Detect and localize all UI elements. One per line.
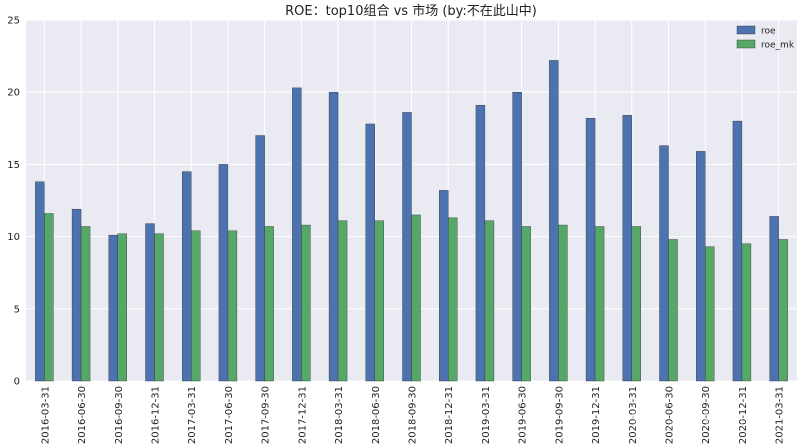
- bar-roe_mk-2016-12-31: [154, 233, 164, 382]
- x-tick-label: 2017-12-31: [297, 386, 308, 444]
- watermark-text: 雪球：不在此山中: [631, 410, 775, 431]
- bar-roe_mk-2018-09-30: [411, 214, 421, 382]
- chart-title: ROE：top10组合 vs 市场 (by:不在此山中): [285, 3, 537, 19]
- bar-roe-2017-03-31: [182, 171, 192, 382]
- x-tick-label: 2020-03-31: [628, 386, 639, 444]
- bar-roe-2016-03-31: [35, 181, 45, 382]
- bar-roe-2019-03-31: [475, 104, 486, 382]
- bar-roe-2020-06-30: [659, 145, 669, 382]
- x-tick-label: 2018-06-30: [371, 386, 382, 444]
- x-tick-label: 2017-09-30: [261, 386, 272, 444]
- bar-roe-2018-12-31: [439, 190, 449, 382]
- x-tick-label: 2017-03-31: [187, 386, 198, 444]
- x-tick-label: 2019-03-31: [481, 386, 492, 444]
- y-tick-label: 0: [14, 377, 20, 388]
- y-tick-label: 15: [7, 160, 20, 171]
- bar-roe_mk-2016-06-30: [80, 226, 91, 382]
- bar-roe_mk-2020-03-31: [631, 226, 641, 382]
- bar-roe_mk-2019-06-30: [521, 226, 531, 382]
- bar-roe-2017-09-30: [255, 135, 265, 382]
- y-tick-label: 20: [7, 88, 20, 99]
- y-tick-label: 5: [14, 304, 20, 315]
- bar-roe-2018-09-30: [402, 112, 412, 382]
- y-tick-label: 25: [7, 16, 20, 27]
- bar-roe-2019-12-31: [585, 117, 596, 382]
- bar-roe_mk-2021-03-31: [778, 239, 788, 382]
- legend-swatch-roe: [736, 25, 756, 35]
- y-tick-label: 10: [7, 232, 20, 243]
- bar-roe-2017-12-31: [292, 87, 302, 382]
- bar-roe-2019-09-30: [549, 60, 559, 382]
- x-tick-label: 2019-09-30: [554, 386, 565, 444]
- bar-roe-2018-06-30: [365, 123, 375, 382]
- bar-roe-2019-06-30: [512, 91, 522, 382]
- x-tick-label: 2020-06-30: [665, 386, 676, 444]
- bar-roe-2018-03-31: [328, 91, 339, 382]
- bar-roe-2017-06-30: [218, 164, 229, 382]
- x-tick-label: 2020-12-31: [738, 386, 749, 444]
- legend-swatch-roe_mk: [736, 39, 756, 49]
- x-tick-label: 2021-03-31: [775, 386, 786, 444]
- bar-roe_mk-2018-06-30: [374, 220, 384, 382]
- bar-roe-2020-12-31: [732, 120, 743, 382]
- bar-roe_mk-2017-09-30: [264, 226, 274, 382]
- bar-roe_mk-2018-12-31: [448, 217, 458, 382]
- bar-roe_mk-2018-03-31: [337, 220, 348, 382]
- bars: [35, 60, 788, 382]
- x-tick-label: 2018-09-30: [408, 386, 419, 444]
- x-tick-label: 2020-09-30: [701, 386, 712, 444]
- bar-roe_mk-2016-03-31: [44, 213, 54, 382]
- bar-roe_mk-2017-03-31: [191, 230, 201, 382]
- bar-roe_mk-2017-06-30: [227, 230, 238, 382]
- x-tick-label: 2018-03-31: [334, 386, 345, 444]
- y-axis: 0 5 10 15 20 25: [7, 16, 20, 388]
- bar-roe-2020-03-31: [622, 115, 632, 382]
- bar-roe-2021-03-31: [769, 216, 779, 382]
- x-tick-label: 2019-06-30: [518, 386, 529, 444]
- bar-roe_mk-2020-09-30: [705, 246, 715, 382]
- bar-roe_mk-2019-03-31: [484, 220, 495, 382]
- legend-label-roe_mk: roe_mk: [761, 41, 795, 51]
- bar-roe_mk-2020-06-30: [668, 239, 678, 382]
- bar-roe_mk-2019-12-31: [594, 226, 605, 382]
- bar-roe_mk-2020-12-31: [741, 243, 752, 382]
- x-tick-label: 2016-03-31: [40, 386, 51, 444]
- x-axis: 2016-03-31 2016-06-30 2016-09-30 2016-12-31…: [40, 386, 785, 444]
- bar-roe-2016-09-30: [108, 234, 118, 382]
- legend-label-roe: roe: [761, 27, 776, 37]
- x-tick-label: 2016-12-31: [151, 386, 162, 444]
- x-tick-label: 2019-12-31: [591, 386, 602, 444]
- bar-roe-2016-06-30: [71, 208, 82, 382]
- bar-roe-2020-09-30: [696, 151, 706, 382]
- x-tick-label: 2018-12-31: [444, 386, 455, 444]
- bar-roe_mk-2017-12-31: [301, 224, 311, 382]
- x-tick-label: 2016-09-30: [114, 386, 125, 444]
- x-tick-label: 2016-06-30: [77, 386, 88, 444]
- bar-roe_mk-2016-09-30: [117, 233, 127, 382]
- bar-roe-2016-12-31: [145, 223, 155, 382]
- bar-roe_mk-2019-09-30: [558, 224, 568, 382]
- x-tick-label: 2017-06-30: [224, 386, 235, 444]
- legend: roe roe_mk: [736, 25, 795, 51]
